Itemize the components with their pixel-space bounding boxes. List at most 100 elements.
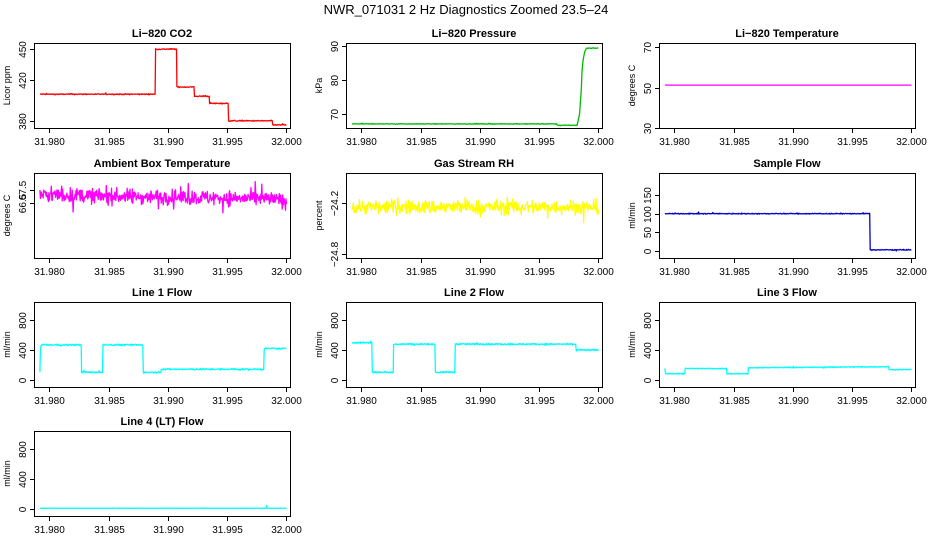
panel-title: Ambient Box Temperature	[94, 158, 231, 170]
x-tick-label: 32.000	[271, 396, 302, 407]
x-tick-label: 31.990	[465, 137, 496, 148]
y-tick-label: −24.2	[330, 190, 341, 216]
plot-area	[659, 43, 916, 129]
y-axis-label: ml/min	[627, 331, 637, 358]
x-tick-label: 31.985	[719, 137, 750, 148]
x-tick-label: 31.980	[34, 137, 65, 148]
x-tick-label: 31.995	[837, 137, 868, 148]
series-line-gas-stream-rh	[351, 196, 600, 224]
panel-li-820-temperature: Li−820 Temperature degrees C 31.980 31.985 3…	[627, 28, 927, 148]
x-tick-label: 31.995	[524, 137, 555, 148]
plot-area	[34, 431, 291, 517]
y-tick-label: 70	[643, 42, 654, 54]
y-tick-label: −24.8	[330, 241, 341, 267]
x-tick-label: 31.980	[346, 267, 377, 278]
y-tick-label: 30	[643, 123, 654, 135]
y-tick-label: 800	[330, 312, 341, 329]
series-line-line-2-flow	[351, 340, 599, 374]
plot-area	[346, 302, 603, 388]
y-tick-label: 400	[643, 342, 654, 359]
x-tick-label: 32.000	[271, 137, 302, 148]
x-tick-label: 31.995	[212, 267, 243, 278]
y-tick-label: 800	[18, 441, 29, 458]
y-tick-label: 70	[330, 109, 341, 121]
y-tick-label: 0	[330, 377, 341, 383]
x-tick-label: 32.000	[896, 396, 927, 407]
x-tick-label: 32.000	[583, 137, 614, 148]
x-tick-label: 32.000	[583, 396, 614, 407]
y-tick-label: 50	[643, 227, 654, 239]
x-tick-label: 31.995	[837, 396, 868, 407]
panel-li-820-co2: Li−820 CO2 Licor ppm 31.980 31.985 31.990 31.…	[2, 28, 302, 148]
x-tick-label: 31.990	[153, 525, 184, 536]
x-tick-label: 31.995	[524, 396, 555, 407]
x-tick-label: 32.000	[896, 137, 927, 148]
y-axis-label: degrees C	[2, 194, 12, 236]
panel-ambient-box-temperature: Ambient Box Temperature degrees C 31.980 31…	[2, 158, 302, 278]
y-tick-label: 66.5	[18, 193, 29, 213]
plot-area	[346, 173, 603, 259]
x-tick-label: 31.995	[837, 267, 868, 278]
y-tick-label: 420	[18, 72, 29, 89]
x-tick-label: 32.000	[271, 267, 302, 278]
y-tick-label: 400	[18, 471, 29, 488]
x-tick-label: 32.000	[896, 267, 927, 278]
y-axis-label: percent	[314, 200, 324, 231]
plot-area	[34, 173, 291, 259]
x-tick-label: 31.995	[212, 525, 243, 536]
panel-title: Line 3 Flow	[757, 287, 817, 299]
x-tick-label: 31.985	[94, 137, 125, 148]
y-tick-label: 150	[643, 187, 654, 204]
panel-line-1-flow: Line 1 Flow ml/min 31.980 31.985 31.990 31.99…	[2, 287, 302, 407]
x-tick-label: 31.985	[94, 396, 125, 407]
series-line-line-4-lt-flow	[39, 504, 287, 510]
panel-title: Line 1 Flow	[132, 287, 192, 299]
x-tick-label: 31.995	[524, 267, 555, 278]
panel-gas-stream-rh: Gas Stream RH percent 31.980 31.985 31.990 31…	[314, 158, 614, 278]
panel-li-820-pressure: Li−820 Pressure kPa 31.980 31.985 31.990 31.9…	[314, 28, 614, 148]
series-line-li-820-pressure	[351, 47, 599, 127]
y-axis-label: kPa	[314, 78, 324, 94]
series-line-li-820-co2	[39, 47, 287, 127]
y-tick-label: 0	[18, 506, 29, 512]
y-tick-label: 0	[18, 377, 29, 383]
y-tick-label: 67.5	[18, 180, 29, 200]
x-tick-label: 32.000	[271, 525, 302, 536]
x-tick-label: 31.980	[34, 396, 65, 407]
panel-line-4-lt-flow: Line 4 (LT) Flow ml/min 31.980 31.985 31.990…	[2, 416, 302, 536]
x-tick-label: 31.990	[778, 267, 809, 278]
y-axis-label: ml/min	[314, 331, 324, 358]
panel-title: Line 2 Flow	[444, 287, 504, 299]
x-tick-label: 31.985	[719, 396, 750, 407]
y-axis-label: ml/min	[2, 331, 12, 358]
figure-title: NWR_071031 2 Hz Diagnostics Zoomed 23.5–…	[324, 2, 609, 17]
x-tick-label: 31.985	[406, 396, 437, 407]
x-tick-label: 31.990	[778, 137, 809, 148]
panel-title: Sample Flow	[753, 158, 821, 170]
y-tick-label: 0	[643, 248, 654, 254]
y-axis-label: degrees C	[627, 64, 637, 106]
panel-title: Li−820 CO2	[132, 28, 192, 40]
panel-line-3-flow: Line 3 Flow ml/min 31.980 31.985 31.990 31.99…	[627, 287, 927, 407]
x-tick-label: 31.990	[465, 396, 496, 407]
y-tick-label: 400	[330, 342, 341, 359]
y-tick-label: 80	[330, 75, 341, 87]
y-tick-label: 800	[643, 312, 654, 329]
y-tick-label: 800	[18, 312, 29, 329]
x-tick-label: 31.985	[406, 267, 437, 278]
series-line-sample-flow	[664, 211, 912, 252]
y-tick-label: 90	[330, 41, 341, 53]
y-tick-label: 380	[18, 113, 29, 130]
x-tick-label: 31.995	[212, 137, 243, 148]
y-tick-label: 100	[643, 206, 654, 223]
x-tick-label: 32.000	[583, 267, 614, 278]
series-line-ambient-box-temperature	[39, 180, 288, 214]
panel-line-2-flow: Line 2 Flow ml/min 31.980 31.985 31.990 31.99…	[314, 287, 614, 407]
x-tick-label: 31.985	[94, 267, 125, 278]
y-tick-label: 50	[643, 83, 654, 95]
x-tick-label: 31.990	[465, 267, 496, 278]
y-axis-label: ml/min	[2, 460, 12, 487]
series-line-line-3-flow	[664, 365, 912, 375]
plot-area	[659, 173, 916, 259]
